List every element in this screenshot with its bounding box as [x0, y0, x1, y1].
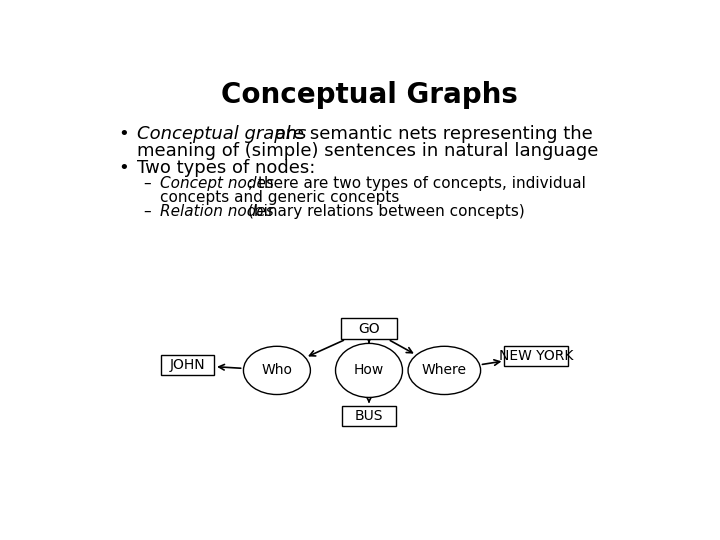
- FancyBboxPatch shape: [343, 406, 395, 426]
- Text: –: –: [143, 204, 150, 219]
- Text: Conceptual graphs: Conceptual graphs: [138, 125, 307, 143]
- Text: Where: Where: [422, 363, 467, 377]
- FancyBboxPatch shape: [504, 346, 569, 366]
- Text: GO: GO: [358, 322, 380, 336]
- FancyBboxPatch shape: [341, 319, 397, 339]
- Text: (binary relations between concepts): (binary relations between concepts): [248, 204, 525, 219]
- Text: are semantic nets representing the: are semantic nets representing the: [269, 125, 593, 143]
- Text: BUS: BUS: [355, 409, 383, 423]
- Text: •: •: [118, 159, 129, 177]
- Text: meaning of (simple) sentences in natural language: meaning of (simple) sentences in natural…: [138, 141, 599, 160]
- Text: ; there are two types of concepts, individual: ; there are two types of concepts, indiv…: [248, 176, 586, 191]
- Text: Relation nodes: Relation nodes: [160, 204, 274, 219]
- Text: Conceptual Graphs: Conceptual Graphs: [220, 82, 518, 110]
- Text: concepts and generic concepts: concepts and generic concepts: [160, 190, 399, 205]
- Ellipse shape: [336, 343, 402, 397]
- Ellipse shape: [408, 346, 481, 395]
- FancyBboxPatch shape: [161, 355, 214, 375]
- Text: Who: Who: [261, 363, 292, 377]
- Text: Two types of nodes:: Two types of nodes:: [138, 159, 316, 177]
- Text: JOHN: JOHN: [170, 358, 205, 372]
- Text: •: •: [118, 125, 129, 143]
- Text: How: How: [354, 363, 384, 377]
- Text: NEW YORK: NEW YORK: [499, 349, 574, 363]
- Text: Concept nodes: Concept nodes: [160, 176, 274, 191]
- Text: –: –: [143, 176, 150, 191]
- Ellipse shape: [243, 346, 310, 395]
